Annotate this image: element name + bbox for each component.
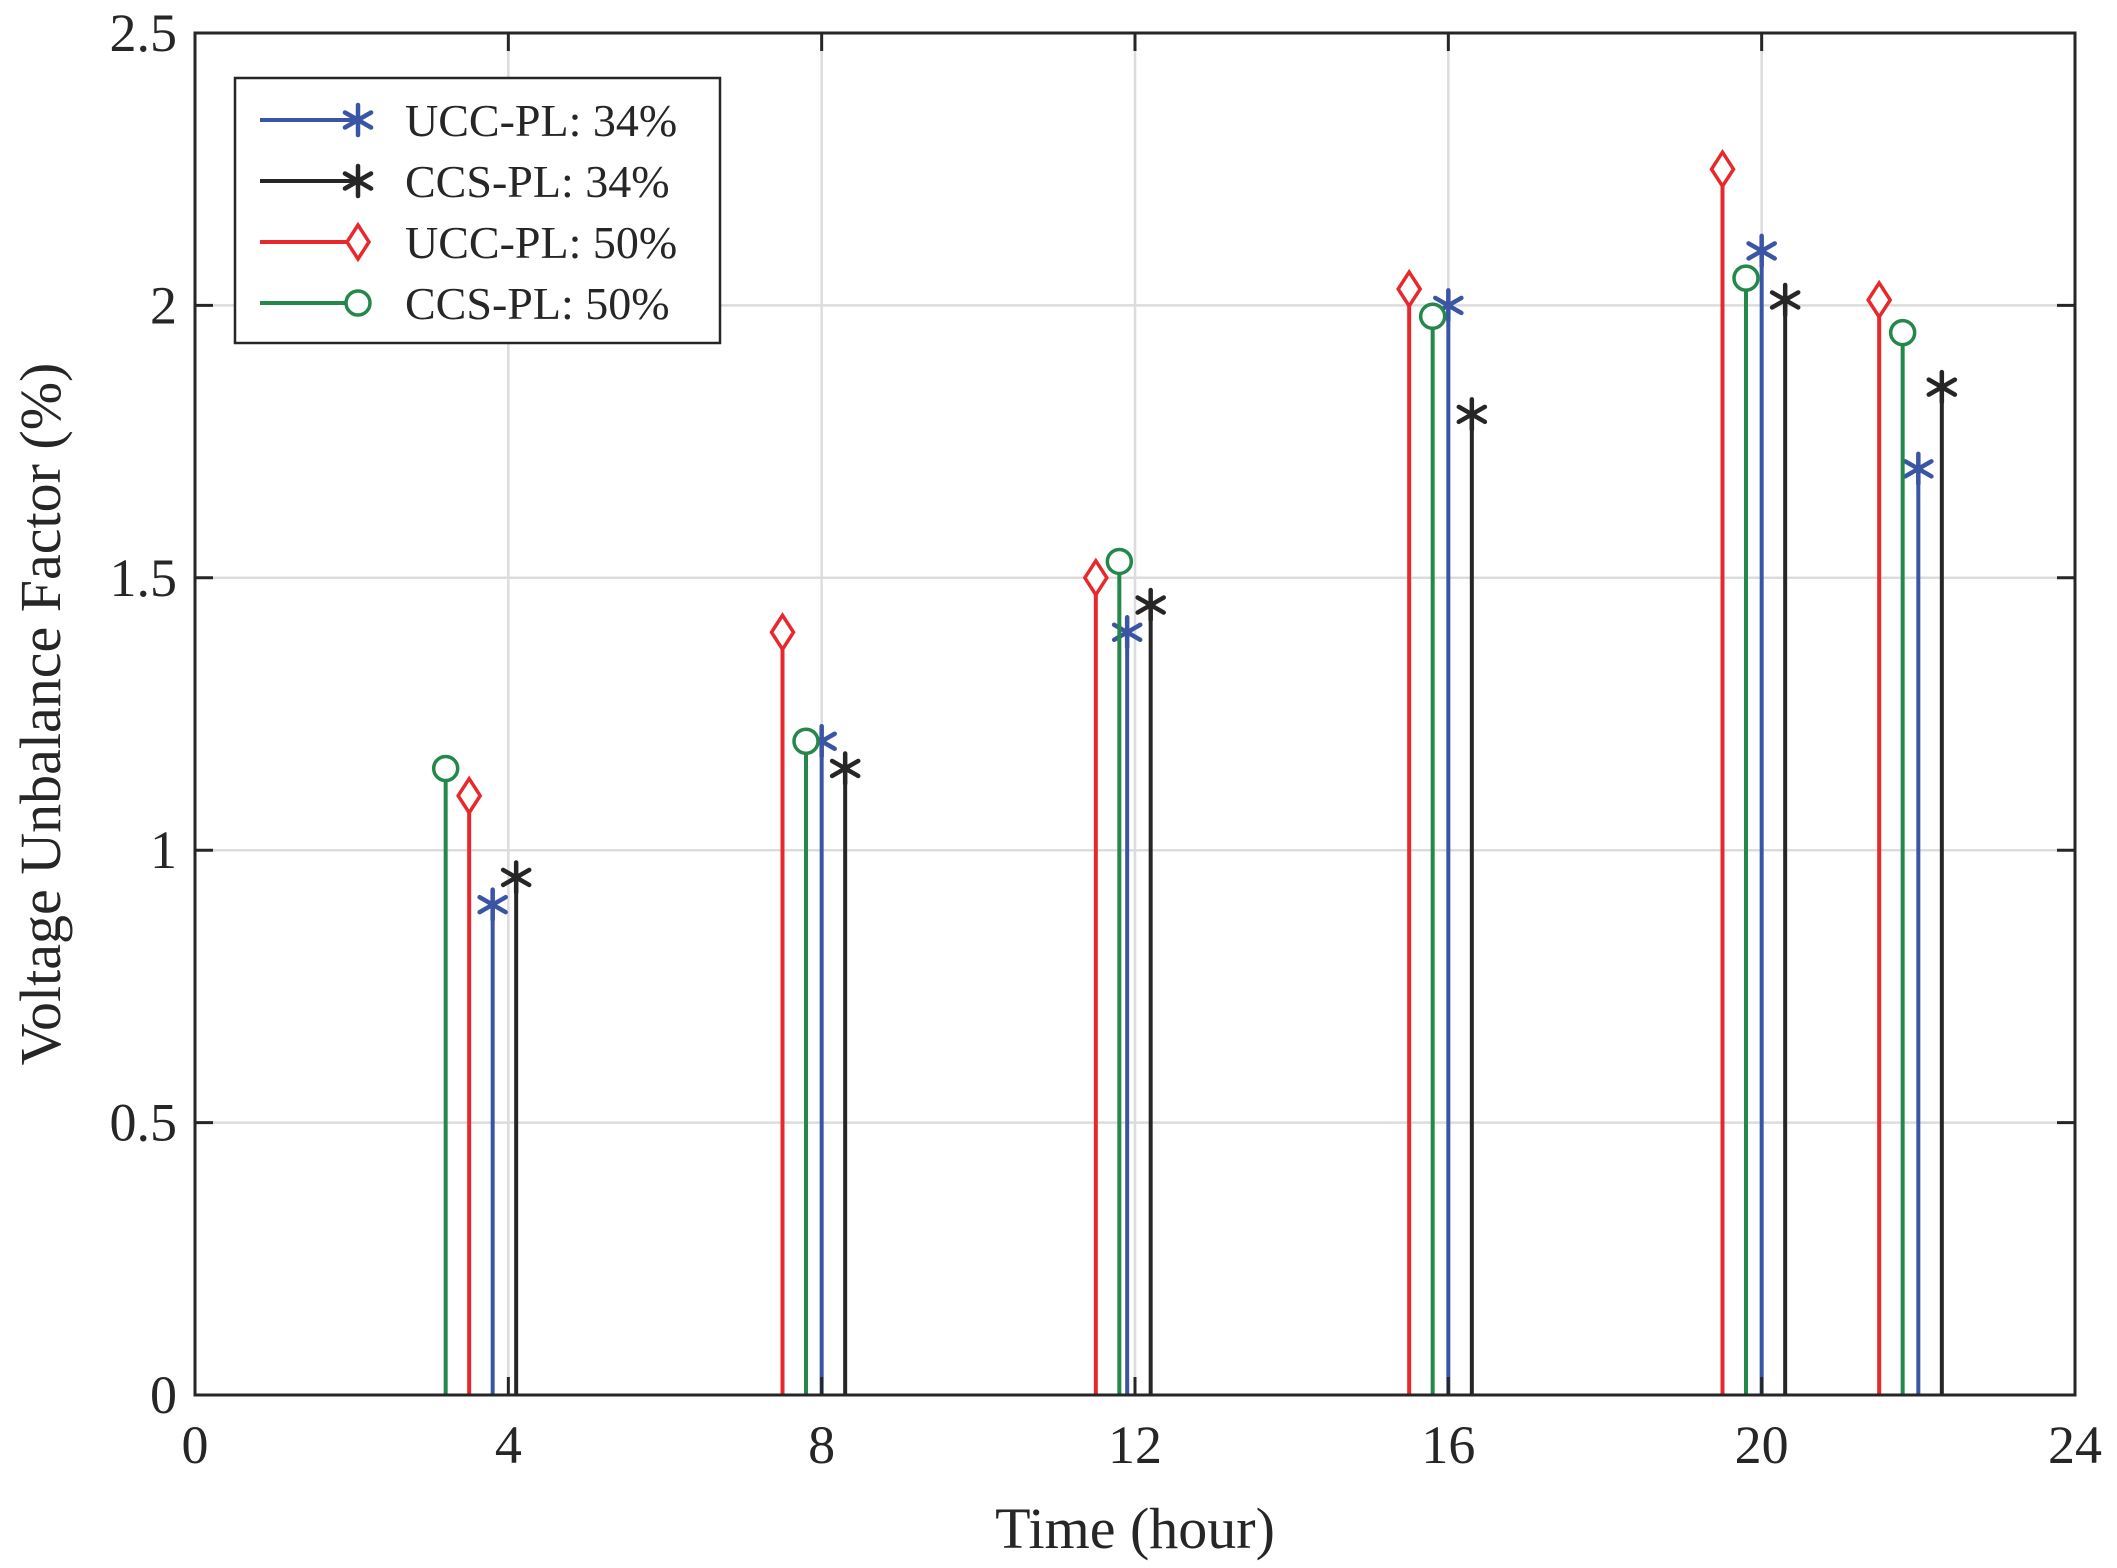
legend-marker [342,163,374,199]
x-tick-label: 8 [808,1415,835,1475]
legend: UCC-PL: 34% CCS-PL: 34% UCC-PL: 50% CCS-PL:… [233,76,722,345]
stem-marker [792,727,820,755]
series-ucc-pl-34 [477,233,1934,1395]
stem-marker [500,860,532,895]
stem-marker [1732,264,1760,292]
stem-marker [456,775,483,816]
legend-entry: CCS-PL: 34% [260,156,670,207]
stem-marker [1926,369,1958,405]
legend-entry: UCC-PL: 34% [260,95,677,146]
stem-marker [1418,302,1447,331]
x-tick-label: 16 [1421,1415,1475,1475]
x-tick-label: 12 [1108,1415,1162,1475]
legend-marker [344,289,372,317]
stem-marker [1866,279,1893,321]
stem-marker [477,887,508,922]
y-tick-label: 1 [150,820,177,880]
stem-marker [1709,148,1736,190]
legend-entry: CCS-PL: 50% [260,278,670,329]
y-tick-label: 0.5 [110,1093,178,1153]
legend-label: CCS-PL: 34% [405,156,670,207]
stem-marker [1746,233,1777,269]
legend-marker [344,221,372,263]
stem-marker [1456,397,1488,432]
y-tick-label: 2.5 [110,3,178,63]
legend-entry: UCC-PL: 50% [260,217,677,268]
stem-marker [1135,587,1166,623]
ticks: 0 4 8 12 16 20 24 0 0.5 1 1.5 2 2.5 [110,3,2103,1475]
stem-marker [1903,451,1934,487]
stem-marker [829,751,861,786]
plot-area [431,148,1958,1395]
stem-marker [769,612,796,653]
stem-marker [1769,282,1801,318]
y-tick-label: 2 [150,275,177,335]
y-tick-label: 1.5 [110,548,178,608]
stem-marker [1082,557,1109,599]
stem-marker [431,754,460,783]
stem-marker [1396,268,1423,310]
x-tick-label: 0 [182,1415,209,1475]
x-tick-label: 4 [495,1415,522,1475]
x-tick-label: 20 [1735,1415,1789,1475]
y-axis-label: Voltage Unbalance Factor (%) [8,363,73,1066]
series-ccs-pl-50 [431,264,1917,1395]
x-axis-label: Time (hour) [995,1496,1275,1561]
legend-label: CCS-PL: 50% [405,278,670,329]
x-tick-label: 24 [2048,1415,2102,1475]
legend-label: UCC-PL: 34% [405,95,677,146]
series-ccs-pl-34 [500,282,1958,1395]
y-tick-label: 0 [150,1365,177,1425]
stem-marker [1105,547,1134,576]
legend-label: UCC-PL: 50% [405,217,677,268]
legend-marker [342,102,374,138]
legend-box [233,76,722,345]
series-ucc-pl-50 [456,148,1893,1395]
stem-marker [1888,318,1917,347]
